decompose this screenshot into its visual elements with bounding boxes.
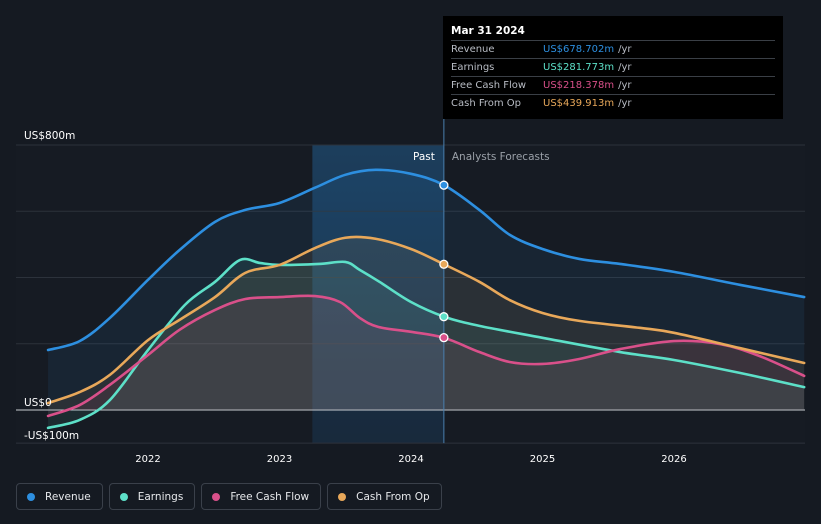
y-tick-label: US$0: [24, 397, 52, 409]
x-tick-label: 2026: [661, 454, 686, 465]
marker-free-cash-flow: [439, 333, 449, 343]
legend-item-revenue[interactable]: Revenue: [16, 483, 103, 510]
x-tick-label: 2022: [135, 454, 160, 465]
tooltip-row-revenue: Revenue US$678.702m /yr: [451, 40, 775, 58]
past-label: Past: [413, 151, 435, 163]
marker-earnings: [439, 312, 449, 322]
legend-label: Free Cash Flow: [230, 490, 310, 503]
y-tick-label: -US$100m: [24, 430, 79, 442]
tooltip-label: Cash From Op: [451, 98, 522, 109]
x-axis-labels: 2022 2023 2024 2025 2026: [135, 454, 686, 465]
tooltip-row-earnings: Earnings US$281.773m /yr: [451, 58, 775, 76]
series-lines: [46, 168, 806, 430]
tooltip-date: Mar 31 2024: [451, 25, 525, 37]
tooltip-unit: /yr: [618, 80, 632, 91]
legend-dot-icon: [27, 492, 35, 501]
line-revenue: [46, 168, 806, 352]
legend-item-cash-from-op[interactable]: Cash From Op: [327, 483, 442, 510]
line-cash-from-op: [46, 235, 806, 405]
tooltip-label: Revenue: [451, 44, 495, 55]
x-tick-label: 2023: [267, 454, 292, 465]
line-free-cash-flow: [46, 294, 806, 418]
y-axis-labels: US$800m US$0 -US$100m: [24, 130, 79, 442]
legend-label: Cash From Op: [356, 490, 430, 503]
tooltip-unit: /yr: [618, 98, 632, 109]
legend-item-earnings[interactable]: Earnings: [108, 483, 196, 510]
forecast-label: Analysts Forecasts: [452, 151, 550, 163]
legend-label: Revenue: [45, 490, 91, 503]
legend-dot-icon: [212, 492, 221, 501]
legend-label: Earnings: [137, 490, 184, 503]
tooltip-label: Free Cash Flow: [451, 80, 527, 91]
tooltip-unit: /yr: [618, 44, 632, 55]
tooltip-label: Earnings: [451, 62, 495, 73]
gridlines: [16, 144, 805, 444]
tooltip-row-cash-from-op: Cash From Op US$439.913m /yr: [451, 94, 775, 112]
tooltip-unit: /yr: [618, 62, 632, 73]
tooltip-row-free-cash-flow: Free Cash Flow US$218.378m /yr: [451, 76, 775, 94]
tooltip-value: US$678.702m: [543, 44, 615, 55]
marker-cash-from-op: [439, 259, 449, 269]
x-tick-label: 2025: [530, 454, 555, 465]
tooltip-value: US$218.378m: [543, 80, 615, 91]
series-markers: [439, 180, 449, 343]
area-cash-from-op: [48, 236, 805, 410]
y-tick-label: US$800m: [24, 130, 75, 142]
area-free-cash-flow: [48, 295, 805, 416]
tooltip-value: US$281.773m: [543, 62, 615, 73]
past-highlight-band: [312, 145, 444, 444]
legend: Revenue Earnings Free Cash Flow Cash Fro…: [16, 483, 442, 510]
tooltip: Mar 31 2024 Revenue US$678.702m /yr Earn…: [443, 16, 783, 119]
legend-dot-icon: [119, 492, 128, 501]
tooltip-value: US$439.913m: [543, 98, 615, 109]
legend-item-free-cash-flow[interactable]: Free Cash Flow: [201, 483, 322, 510]
x-tick-label: 2024: [398, 454, 423, 465]
legend-dot-icon: [338, 492, 347, 501]
marker-revenue: [439, 180, 449, 190]
